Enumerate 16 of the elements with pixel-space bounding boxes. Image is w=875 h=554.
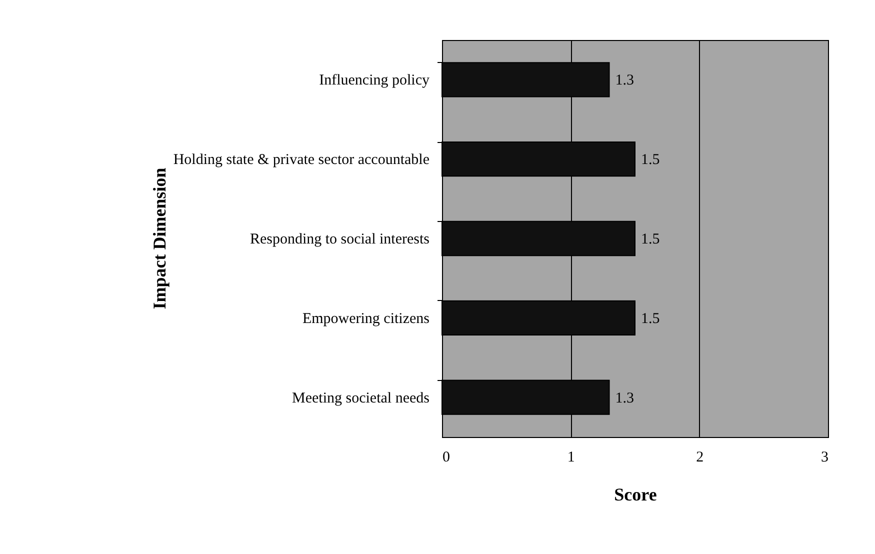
y-tick-label: Responding to social interests bbox=[250, 232, 430, 248]
x-tick-label: 0 bbox=[442, 450, 450, 466]
data-label: 1.5 bbox=[641, 310, 660, 327]
y-tick-label: Meeting societal needs bbox=[292, 390, 430, 406]
x-tick-label: 1 bbox=[567, 450, 575, 466]
x-tick-label: 3 bbox=[821, 450, 828, 466]
x-tick-label: 2 bbox=[696, 450, 704, 466]
data-label: 1.5 bbox=[641, 152, 660, 168]
x-axis-title: Score bbox=[614, 484, 657, 504]
y-tick-label: Empowering citizens bbox=[302, 310, 430, 327]
data-label: 1.3 bbox=[615, 72, 634, 89]
y-axis-title: Impact Dimension bbox=[150, 168, 170, 310]
data-label: 1.3 bbox=[615, 390, 634, 406]
y-tick-label: Influencing policy bbox=[319, 72, 430, 89]
y-tick-label: Holding state & private sector accountable bbox=[173, 152, 430, 168]
data-label: 1.5 bbox=[641, 232, 660, 248]
